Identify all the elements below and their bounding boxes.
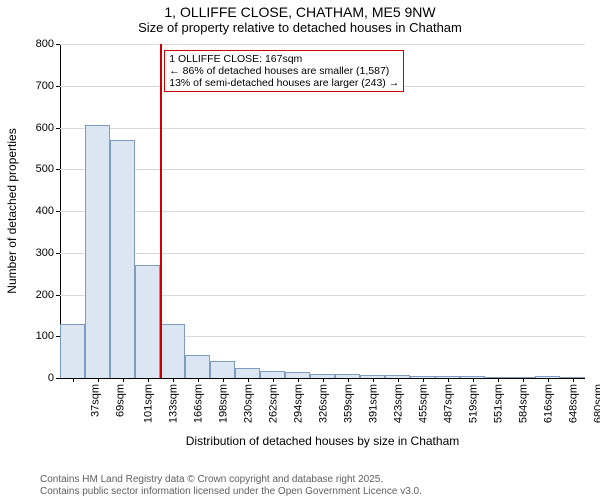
x-tick-label: 423sqm — [392, 384, 404, 423]
y-axis-title: Number of detached properties — [5, 128, 19, 293]
y-tick-mark — [56, 86, 60, 87]
x-tick-mark — [98, 378, 99, 382]
y-tick-label: 800 — [36, 38, 54, 50]
x-tick-mark — [73, 378, 74, 382]
histogram-bar — [210, 361, 235, 378]
y-tick-label: 0 — [48, 372, 54, 384]
chart-title: 1, OLLIFFE CLOSE, CHATHAM, ME5 9NW — [0, 0, 600, 20]
chart-container: 1, OLLIFFE CLOSE, CHATHAM, ME5 9NW Size … — [0, 0, 600, 500]
x-tick-label: 584sqm — [517, 384, 529, 423]
x-tick-label: 133sqm — [167, 384, 179, 423]
attribution-line: Contains public sector information licen… — [40, 486, 422, 498]
x-tick-label: 455sqm — [417, 384, 429, 423]
annotation-callout: 1 OLLIFFE CLOSE: 167sqm← 86% of detached… — [164, 50, 404, 92]
histogram-bar — [60, 324, 85, 378]
y-tick-mark — [56, 128, 60, 129]
y-tick-mark — [56, 211, 60, 212]
gridline — [60, 44, 585, 45]
gridline — [60, 253, 585, 254]
x-tick-mark — [473, 378, 474, 382]
annotation-line: 1 OLLIFFE CLOSE: 167sqm — [169, 53, 399, 65]
x-tick-mark — [173, 378, 174, 382]
x-tick-mark — [448, 378, 449, 382]
x-tick-label: 37sqm — [89, 384, 101, 417]
x-tick-label: 391sqm — [367, 384, 379, 423]
y-tick-label: 300 — [36, 247, 54, 259]
histogram-bar — [110, 140, 135, 378]
x-tick-label: 680sqm — [592, 384, 600, 423]
x-tick-label: 69sqm — [114, 384, 126, 417]
x-tick-mark — [148, 378, 149, 382]
x-tick-label: 487sqm — [442, 384, 454, 423]
x-tick-label: 616sqm — [542, 384, 554, 423]
x-tick-mark — [523, 378, 524, 382]
x-tick-mark — [348, 378, 349, 382]
x-tick-mark — [223, 378, 224, 382]
gridline — [60, 169, 585, 170]
y-tick-label: 100 — [36, 330, 54, 342]
indicator-line — [160, 44, 162, 378]
chart-subtitle: Size of property relative to detached ho… — [0, 20, 600, 35]
x-tick-label: 166sqm — [192, 384, 204, 423]
x-tick-mark — [123, 378, 124, 382]
x-tick-label: 230sqm — [242, 384, 254, 423]
histogram-bar — [185, 355, 210, 378]
attribution-line: Contains HM Land Registry data © Crown c… — [40, 474, 422, 486]
y-tick-mark — [56, 253, 60, 254]
x-tick-mark — [498, 378, 499, 382]
y-tick-label: 700 — [36, 80, 54, 92]
y-tick-label: 400 — [36, 205, 54, 217]
x-tick-mark — [398, 378, 399, 382]
y-tick-label: 600 — [36, 122, 54, 134]
x-tick-mark — [248, 378, 249, 382]
x-tick-mark — [273, 378, 274, 382]
x-tick-label: 101sqm — [142, 384, 154, 423]
x-tick-label: 519sqm — [467, 384, 479, 423]
gridline — [60, 211, 585, 212]
plot-area: 010020030040050060070080037sqm69sqm101sq… — [60, 44, 585, 378]
x-tick-mark — [298, 378, 299, 382]
y-tick-label: 200 — [36, 289, 54, 301]
x-tick-mark — [198, 378, 199, 382]
x-tick-mark — [423, 378, 424, 382]
annotation-line: ← 86% of detached houses are smaller (1,… — [169, 65, 399, 77]
x-tick-label: 359sqm — [342, 384, 354, 423]
x-tick-mark — [373, 378, 374, 382]
histogram-bar — [135, 265, 160, 378]
histogram-bar — [160, 324, 185, 378]
x-tick-label: 262sqm — [267, 384, 279, 423]
y-tick-label: 500 — [36, 163, 54, 175]
gridline — [60, 128, 585, 129]
attribution-text: Contains HM Land Registry data © Crown c… — [0, 474, 422, 498]
y-tick-mark — [56, 44, 60, 45]
y-tick-mark — [56, 378, 60, 379]
x-tick-label: 326sqm — [317, 384, 329, 423]
x-tick-mark — [323, 378, 324, 382]
y-tick-mark — [56, 169, 60, 170]
x-tick-label: 648sqm — [567, 384, 579, 423]
x-tick-mark — [548, 378, 549, 382]
x-tick-label: 551sqm — [492, 384, 504, 423]
annotation-line: 13% of semi-detached houses are larger (… — [169, 77, 399, 89]
x-tick-label: 294sqm — [292, 384, 304, 423]
histogram-bar — [85, 125, 110, 378]
y-tick-mark — [56, 295, 60, 296]
x-axis-title: Distribution of detached houses by size … — [186, 434, 460, 448]
x-tick-mark — [573, 378, 574, 382]
histogram-bar — [260, 371, 285, 379]
histogram-bar — [235, 368, 260, 378]
x-tick-label: 198sqm — [217, 384, 229, 423]
